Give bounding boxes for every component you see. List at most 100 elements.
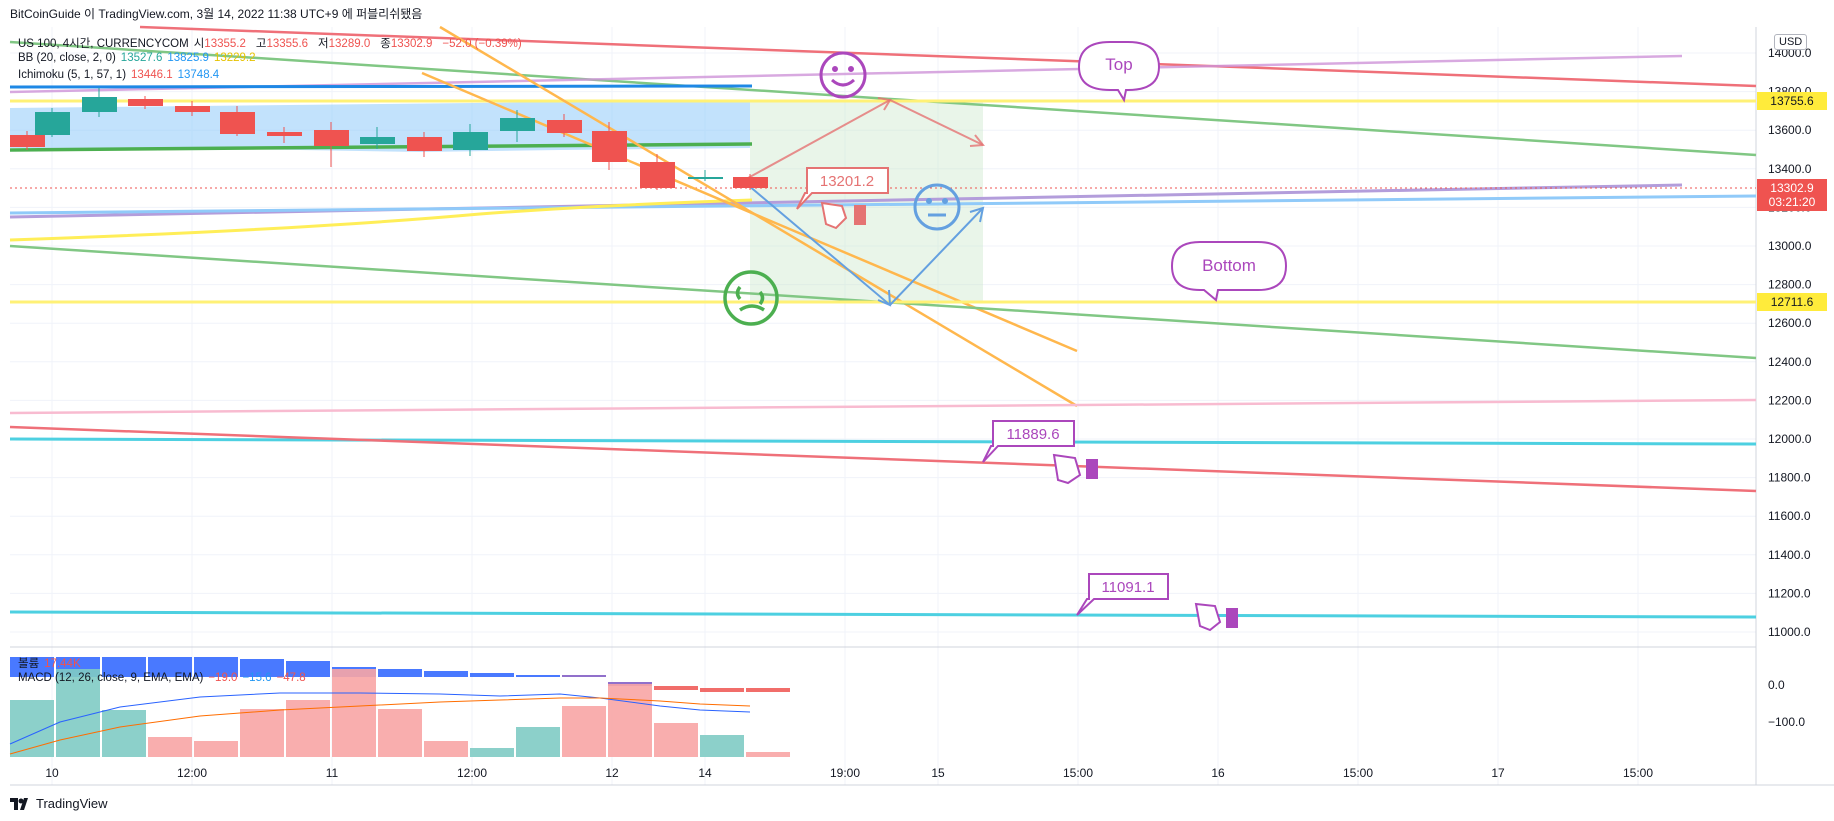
- volume-bar: [700, 688, 744, 692]
- macd-tick: 0.0: [1768, 678, 1785, 692]
- macd-signal-line: [9, 697, 751, 755]
- price-label-1: 13201.2: [820, 173, 874, 190]
- top-callout[interactable]: Top: [1077, 41, 1161, 103]
- pointing-hand-icon: [1194, 602, 1238, 632]
- price-label-2: 11889.6: [1006, 426, 1059, 443]
- level-label-top: 13755.6: [1770, 94, 1814, 108]
- macd-tick: −100.0: [1768, 715, 1805, 729]
- price-tick: 12000.0: [1768, 432, 1812, 446]
- level-label-bottom-bg: [1757, 293, 1827, 311]
- macd-bar: [332, 669, 376, 757]
- pointing-hand-icon: [1052, 453, 1098, 485]
- yellow-bb-lower: [9, 198, 753, 242]
- time-tick: 15:00: [1343, 766, 1373, 780]
- time-tick: 14: [698, 766, 712, 780]
- red-resistance-line: [139, 25, 1757, 88]
- macd-bar: [10, 700, 54, 757]
- candle: [175, 106, 210, 112]
- macd-bar: [56, 669, 100, 757]
- candle: [407, 137, 442, 151]
- time-tick: 19:00: [830, 766, 860, 780]
- cyan-line-1: [9, 437, 1757, 446]
- time-tick: 15:00: [1063, 766, 1093, 780]
- price-tick: 13000.0: [1768, 239, 1812, 253]
- price-tick: 13400.0: [1768, 162, 1812, 176]
- symbol-legend[interactable]: US 100, 4시간, CURRENCYCOM 시13355.2 고13355.6…: [18, 38, 522, 50]
- volume-bar: [424, 671, 468, 677]
- time-tick: 15: [931, 766, 945, 780]
- price-tick: 11200.0: [1768, 586, 1811, 600]
- candle: [688, 177, 723, 179]
- price-tick: 13600.0: [1768, 123, 1812, 137]
- volume-bar: [102, 657, 146, 677]
- volume-bar: [746, 688, 790, 692]
- volume-bar: [148, 657, 192, 677]
- volume-bar: [516, 675, 560, 677]
- price-axis[interactable]: 14000.013800.013600.013400.013200.013000…: [1768, 46, 1812, 729]
- macd-bar: [102, 710, 146, 757]
- candle: [592, 131, 627, 162]
- time-axis[interactable]: 10 12:00 11 12:00 12 14 19:00 15 15:00 16 15:00 17 1…: [45, 766, 1653, 780]
- price-tick: 11000.0: [1768, 625, 1811, 639]
- price-tick: 12400.0: [1768, 355, 1812, 369]
- price-callout-13201[interactable]: 13201.2: [796, 167, 889, 210]
- candle: [547, 120, 582, 133]
- candle: [82, 97, 117, 112]
- price-callout-11091[interactable]: 11091.1: [1076, 573, 1169, 616]
- time-tick: 16: [1211, 766, 1225, 780]
- volume-bar: [470, 673, 514, 677]
- ichimoku-cloud: [10, 100, 750, 152]
- green-bb-line: [9, 142, 753, 152]
- candle: [733, 177, 768, 188]
- candle: [314, 130, 349, 146]
- macd-line: [9, 692, 751, 745]
- macd-bar: [470, 748, 514, 757]
- price-label-3: 11091.1: [1101, 579, 1154, 596]
- candle: [360, 137, 395, 144]
- candle: [10, 135, 45, 147]
- time-tick: 12:00: [457, 766, 487, 780]
- footer-brand[interactable]: TradingView: [10, 796, 108, 811]
- macd-bar: [516, 727, 560, 757]
- price-tick: 12200.0: [1768, 393, 1812, 407]
- currency-badge[interactable]: USD: [1774, 34, 1808, 50]
- price-tick: 11600.0: [1768, 509, 1811, 523]
- bb-legend[interactable]: BB (20, close, 2, 0) 13527.6 13825.9 13229.…: [18, 52, 256, 64]
- dizzy-face-icon: [723, 270, 779, 326]
- bottom-callout[interactable]: Bottom: [1170, 241, 1288, 302]
- symbol-name: US 100, 4시간, CURRENCYCOM: [18, 38, 189, 50]
- macd-bar: [746, 752, 790, 757]
- macd-histogram: [10, 669, 790, 757]
- top-label: Top: [1105, 55, 1132, 74]
- price-callout-11889[interactable]: 11889.6: [982, 420, 1075, 463]
- macd-bar: [608, 684, 652, 757]
- macd-bar: [562, 706, 606, 757]
- time-tick: 15:00: [1623, 766, 1653, 780]
- blue-ichimoku-line: [9, 84, 753, 89]
- candle: [500, 118, 535, 131]
- price-tick: 11400.0: [1768, 548, 1811, 562]
- red-support-line: [9, 425, 1757, 493]
- macd-bar: [148, 737, 192, 757]
- volume-bar: [240, 659, 284, 677]
- volume-bar: [654, 686, 698, 690]
- macd-legend[interactable]: MACD (12, 26, close, 9, EMA, EMA) −19.0 −1…: [18, 672, 306, 684]
- macd-bar: [424, 741, 468, 757]
- blue-support-line: [9, 194, 1757, 215]
- volume-bar: [286, 661, 330, 677]
- pointing-hand-icon: [820, 201, 866, 230]
- macd-bar: [654, 723, 698, 757]
- pink-line: [9, 398, 1757, 415]
- candlesticks: [10, 88, 768, 190]
- price-change: −52.0 (−0.39%): [442, 38, 522, 50]
- macd-bar: [240, 709, 284, 757]
- price-tick: 12600.0: [1768, 316, 1812, 330]
- volume-bar: [10, 657, 54, 677]
- level-label-top-bg: [1757, 92, 1827, 110]
- macd-bar: [378, 709, 422, 757]
- volume-legend[interactable]: 볼륨 17.44K: [18, 658, 81, 670]
- candle: [267, 132, 302, 136]
- ichimoku-legend[interactable]: Ichimoku (5, 1, 57, 1) 13446.1 13748.4: [18, 69, 220, 81]
- happy-face-icon: [819, 51, 867, 99]
